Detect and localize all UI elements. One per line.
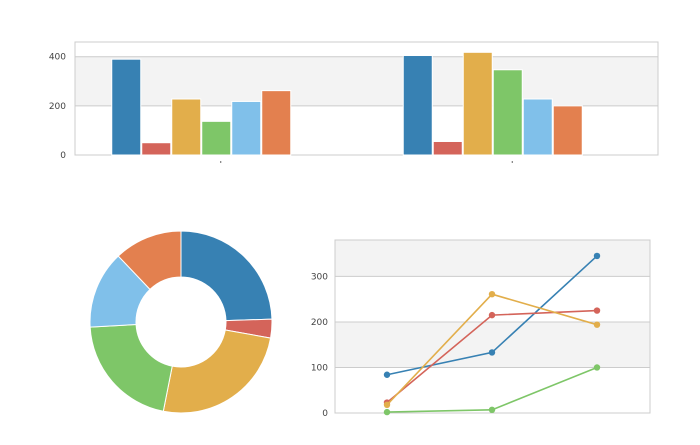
y-tick-label: 0 [322,409,328,419]
bar [402,55,433,156]
bar [141,142,172,156]
series-line [386,366,598,413]
grid-band [335,321,650,368]
y-tick-label: 0 [60,151,66,161]
grid-band [75,56,658,106]
data-point [383,408,391,416]
bar [522,98,553,156]
data-point [488,349,496,356]
bar [201,120,232,156]
bar [111,58,142,156]
data-point [383,401,391,409]
bar [432,140,463,156]
y-tick-label: 200 [311,318,328,328]
bar [231,100,262,156]
donut-slice [162,329,272,414]
data-point [593,364,601,371]
y-tick-label: 400 [49,53,66,63]
data-point [488,290,496,298]
bar [462,51,493,156]
y-tick-label: 100 [311,363,328,373]
data-point [488,311,496,319]
bar [492,69,523,156]
donut-slice [117,230,182,291]
grid-band [335,240,650,277]
bar [552,105,583,156]
donut-slice [180,230,273,322]
y-tick-label: 300 [311,272,328,282]
donut-slice [89,323,173,412]
bar [171,98,202,156]
data-point [593,307,601,314]
data-point [593,321,601,328]
data-point [383,371,391,378]
data-point [488,406,496,414]
y-tick-label: 200 [49,102,66,112]
bar [261,90,292,156]
data-point [593,252,601,260]
